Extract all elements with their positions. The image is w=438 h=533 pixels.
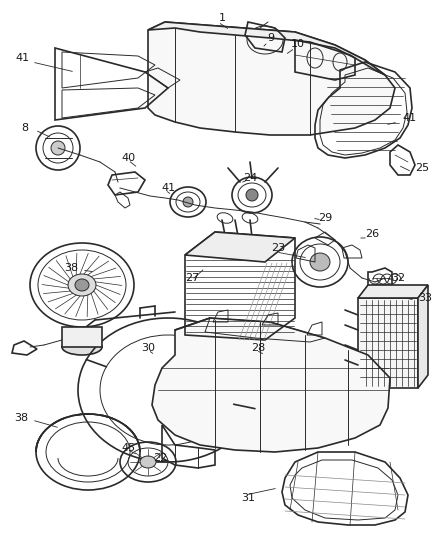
- Polygon shape: [418, 285, 428, 388]
- Ellipse shape: [183, 197, 193, 207]
- Text: 40: 40: [121, 153, 135, 163]
- Text: 8: 8: [21, 123, 28, 133]
- Text: 45: 45: [121, 443, 135, 453]
- Text: 22: 22: [153, 453, 167, 463]
- Ellipse shape: [140, 456, 156, 468]
- Ellipse shape: [51, 141, 65, 155]
- Ellipse shape: [310, 253, 330, 271]
- Text: 33: 33: [418, 293, 432, 303]
- Text: 31: 31: [241, 493, 255, 503]
- Text: 41: 41: [16, 53, 30, 63]
- Text: 24: 24: [243, 173, 257, 183]
- Ellipse shape: [62, 339, 102, 355]
- Polygon shape: [148, 22, 395, 135]
- Text: 41: 41: [402, 113, 416, 123]
- Ellipse shape: [246, 189, 258, 201]
- Text: 23: 23: [271, 243, 285, 253]
- Text: 28: 28: [251, 343, 265, 353]
- Text: 1: 1: [219, 13, 226, 23]
- Text: 41: 41: [161, 183, 175, 193]
- Polygon shape: [152, 318, 390, 452]
- Ellipse shape: [75, 279, 89, 291]
- Text: 32: 32: [391, 273, 405, 283]
- Text: 29: 29: [318, 213, 332, 223]
- Polygon shape: [185, 232, 295, 262]
- Text: 30: 30: [141, 343, 155, 353]
- Text: 25: 25: [415, 163, 429, 173]
- Polygon shape: [148, 22, 385, 75]
- Text: 26: 26: [365, 229, 379, 239]
- Polygon shape: [358, 298, 418, 388]
- Polygon shape: [358, 285, 428, 298]
- Text: 10: 10: [291, 39, 305, 49]
- Text: 38: 38: [14, 413, 28, 423]
- Ellipse shape: [68, 274, 96, 296]
- Polygon shape: [62, 327, 102, 347]
- Text: 27: 27: [185, 273, 199, 283]
- Text: 9: 9: [268, 33, 275, 43]
- Text: 38: 38: [64, 263, 78, 273]
